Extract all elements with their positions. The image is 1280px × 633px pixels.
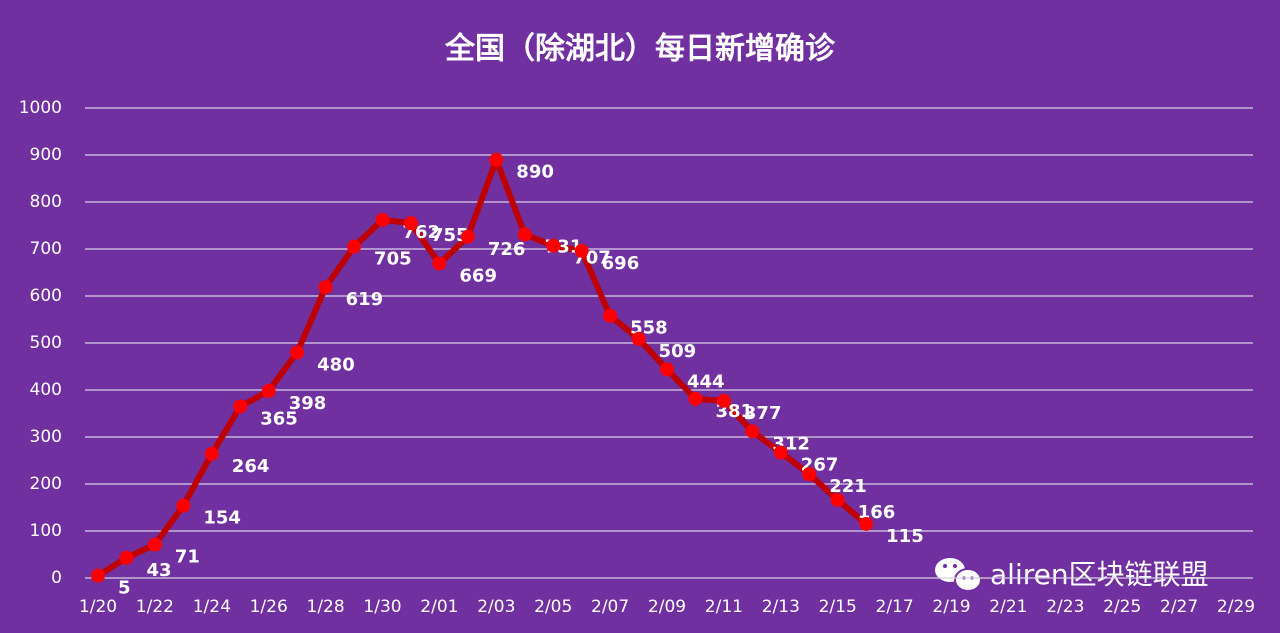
marker — [603, 308, 618, 323]
y-tick-label: 200 — [30, 474, 62, 494]
marker — [517, 227, 532, 242]
marker — [830, 492, 845, 507]
data-label: 705 — [374, 249, 412, 270]
y-tick-label: 1000 — [19, 98, 62, 118]
x-tick-label: 1/22 — [136, 597, 174, 617]
x-tick-label: 2/27 — [1160, 597, 1198, 617]
marker — [574, 243, 589, 258]
marker — [546, 238, 561, 253]
x-tick-label: 2/21 — [989, 597, 1027, 617]
x-tick-label: 2/15 — [819, 597, 857, 617]
x-tick-label: 2/19 — [932, 597, 970, 617]
x-tick-label: 2/07 — [591, 597, 629, 617]
x-tick-label: 2/05 — [534, 597, 572, 617]
data-label: 890 — [516, 162, 554, 183]
data-label: 365 — [260, 408, 298, 429]
x-tick-label: 1/26 — [250, 597, 288, 617]
marker — [204, 446, 219, 461]
data-label: 480 — [317, 354, 355, 375]
chart-title: 全国（除湖北）每日新增确诊 — [444, 32, 836, 67]
x-tick-label: 2/03 — [477, 597, 515, 617]
marker — [716, 393, 731, 408]
y-tick-label: 600 — [30, 286, 62, 306]
y-tick-label: 0 — [51, 568, 62, 588]
data-line — [96, 156, 869, 579]
data-label: 5 — [118, 578, 131, 599]
x-tick-label: 2/29 — [1217, 597, 1255, 617]
data-label: 696 — [602, 253, 640, 274]
marker — [773, 445, 788, 460]
marker — [147, 537, 162, 552]
marker — [859, 516, 874, 531]
marker — [802, 467, 817, 482]
data-label: 264 — [232, 456, 270, 477]
marker — [261, 383, 276, 398]
marker — [375, 212, 390, 227]
marker — [688, 391, 703, 406]
x-tick-label: 2/23 — [1046, 597, 1084, 617]
marker — [347, 239, 362, 254]
marker — [660, 362, 674, 377]
x-tick-label: 1/30 — [363, 597, 401, 617]
x-tick-label: 2/17 — [876, 597, 914, 617]
data-label: 755 — [431, 225, 469, 246]
x-tick-label: 1/20 — [79, 597, 117, 617]
x-tick-label: 1/24 — [193, 597, 231, 617]
data-label: 669 — [459, 266, 497, 287]
y-tick-label: 900 — [30, 145, 62, 165]
data-label: 71 — [175, 547, 200, 568]
marker — [91, 568, 105, 583]
marker — [403, 216, 418, 231]
data-label: 154 — [203, 508, 241, 529]
marker — [290, 345, 305, 360]
marker — [460, 229, 475, 244]
marker — [119, 550, 134, 565]
data-label: 726 — [488, 239, 526, 260]
data-label: 444 — [687, 371, 725, 392]
y-tick-label: 300 — [30, 427, 62, 447]
x-tick-label: 2/01 — [420, 597, 458, 617]
wechat-icon — [935, 558, 982, 592]
marker — [233, 399, 248, 414]
y-tick-label: 700 — [30, 239, 62, 259]
marker — [176, 498, 191, 513]
x-tick-label: 2/13 — [762, 597, 800, 617]
data-label: 115 — [886, 526, 924, 547]
watermark: aliren区块链联盟 — [990, 558, 1209, 591]
x-tick-label: 2/09 — [648, 597, 686, 617]
data-label: 221 — [829, 476, 867, 497]
y-tick-label: 500 — [30, 333, 62, 353]
marker — [318, 280, 333, 295]
data-label: 509 — [659, 341, 697, 362]
data-label: 619 — [346, 289, 384, 310]
x-tick-label: 1/28 — [307, 597, 345, 617]
marker — [745, 424, 760, 439]
marker — [432, 256, 447, 271]
data-label: 43 — [146, 560, 171, 581]
data-label: 398 — [289, 393, 327, 414]
y-tick-label: 800 — [30, 192, 62, 212]
data-label: 377 — [744, 403, 782, 424]
x-tick-label: 2/11 — [705, 597, 743, 617]
marker — [489, 152, 504, 167]
marker — [631, 331, 646, 346]
x-tick-label: 2/25 — [1103, 597, 1141, 617]
y-tick-label: 400 — [30, 380, 62, 400]
y-tick-label: 100 — [30, 521, 62, 541]
